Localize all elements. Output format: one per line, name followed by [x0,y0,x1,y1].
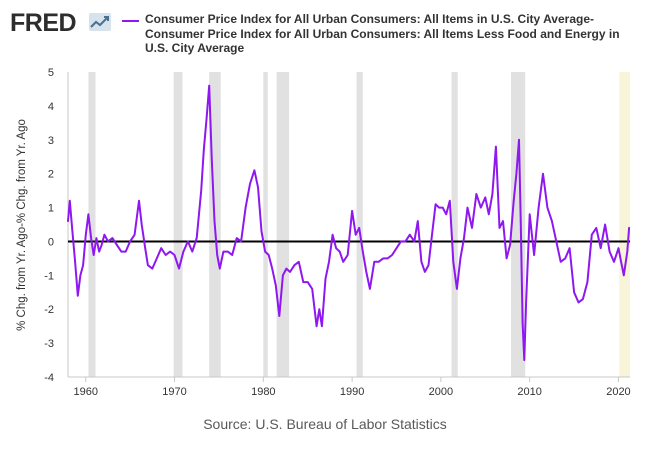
x-tick-label: 1970 [162,386,186,398]
recession-band [173,72,183,377]
recession-band [276,72,290,377]
y-tick-label: 5 [48,67,54,79]
recession-band [356,72,363,377]
y-tick-label: 0 [48,236,54,248]
series-line [67,84,631,362]
y-tick-label: 4 [48,101,54,113]
y-axis-title: % Chg. from Yr. Ago-% Chg. from Yr. Ago [16,119,28,331]
x-tick-label: 2000 [429,386,453,398]
legend-series-label: Consumer Price Index for All Urban Consu… [145,12,620,55]
y-tick-label: 1 [48,203,54,215]
y-tick-label: -2 [44,304,54,316]
recession-shading [88,72,630,377]
x-tick-label: 1980 [251,386,275,398]
y-tick-label: -4 [44,372,54,384]
y-tick-label: -1 [44,270,54,282]
y-tick-label: 2 [48,169,54,181]
recession-band [263,72,268,377]
axes: 5 4 3 2 1 0 -1 -2 -3 -4 1960 1970 1980 1990 2000 2010 20… [44,67,630,398]
source-note: Source: U.S. Bureau of Labor Statistics [203,416,447,432]
highlight-band [619,72,630,377]
y-tick-label: -3 [44,338,54,350]
recession-band [451,72,458,377]
recession-band [88,72,96,377]
line-chart: 5 4 3 2 1 0 -1 -2 -3 -4 1960 1970 1980 1990 2000 2010 20… [16,67,631,398]
x-tick-label: 1960 [74,386,98,398]
legend-series-swatch [122,20,139,22]
fred-logo[interactable]: FRED [10,9,77,37]
series-layer [67,84,631,362]
x-tick-label: 1990 [340,386,364,398]
y-tick-label: 3 [48,135,54,147]
x-tick-label: 2020 [606,386,630,398]
line-chart-icon [89,13,111,31]
chart-header: FRED Consumer Price Index for All Urban … [10,8,640,64]
x-tick-label: 2010 [517,386,541,398]
axis-labels: % Chg. from Yr. Ago-% Chg. from Yr. Ago [16,119,28,331]
